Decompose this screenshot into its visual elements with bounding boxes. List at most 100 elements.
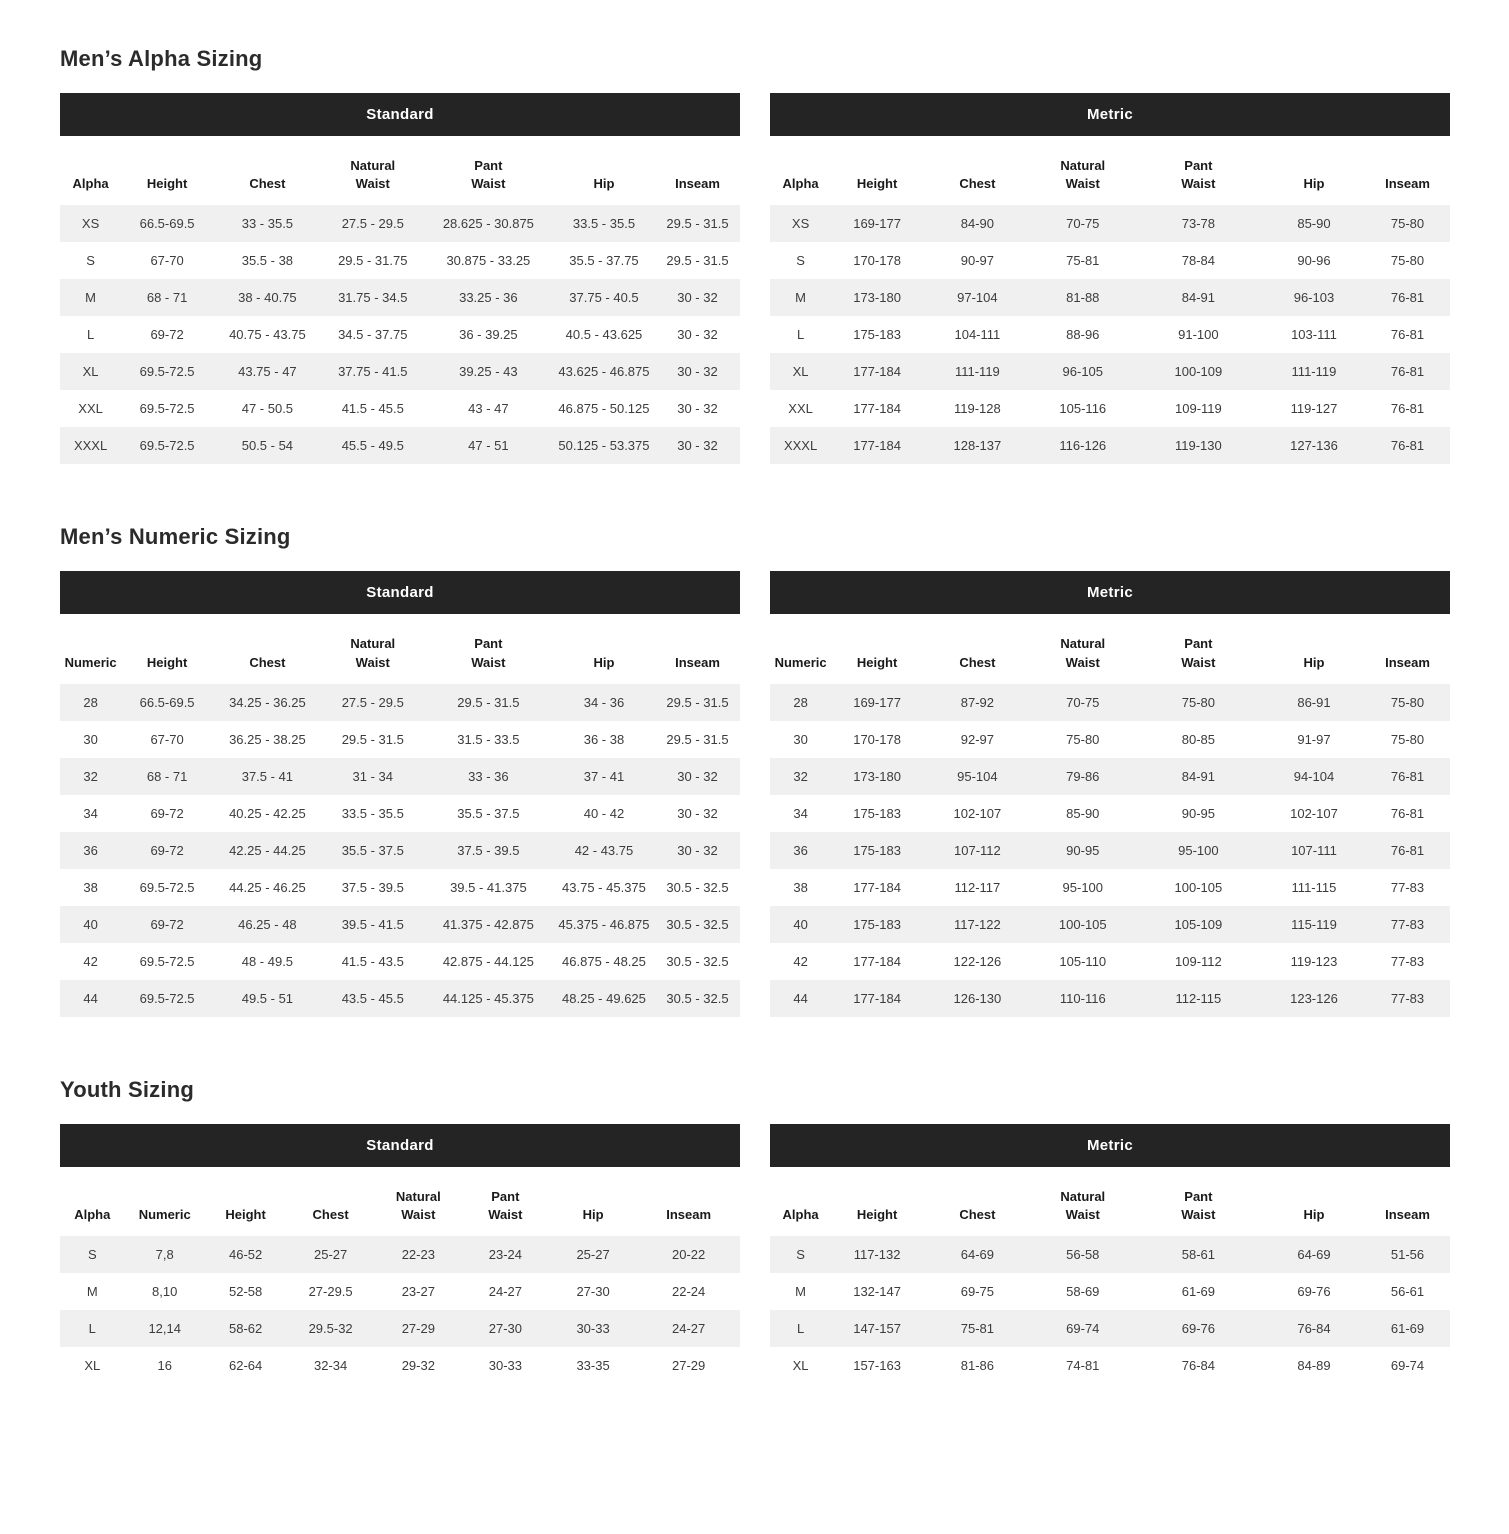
table-cell: S xyxy=(86,253,95,269)
mens-alpha-metric-block: Metric Alpha Height Chest Natural Waist Pant… xyxy=(770,93,1450,465)
table-cell: 46.875 - 48.25 xyxy=(562,953,646,969)
table-row: 38 177-184 112-117 95-100 100-105 111-115 77-8… xyxy=(770,868,1450,906)
table-cell: 132-147 xyxy=(853,1284,901,1300)
table-cell: 29.5 - 31.75 xyxy=(338,253,408,269)
table-cell: 90-95 xyxy=(1066,842,1100,858)
table-cell: 48 - 49.5 xyxy=(241,953,294,969)
column-header: Alpha xyxy=(782,1206,819,1222)
table-cell: 29.5 - 31.5 xyxy=(457,694,520,710)
table-cell: 169-177 xyxy=(853,694,901,710)
table-cell: 105-110 xyxy=(1059,953,1107,969)
table-cell: 64-69 xyxy=(1297,1247,1331,1263)
table-cell: 32 xyxy=(793,768,808,784)
table-row: M 132-147 69-75 58-69 61-69 69-76 56-61 xyxy=(770,1273,1450,1311)
unit-bar-label: Metric xyxy=(1087,1136,1133,1154)
table-cell: 42 - 43.75 xyxy=(574,842,634,858)
table-cell: 56-61 xyxy=(1390,1284,1425,1300)
table-row: 38 69.5-72.5 44.25 - 46.25 37.5 - 39.5 39.5 … xyxy=(60,868,740,906)
table-cell: 30-33 xyxy=(576,1321,610,1337)
table-cell: 23-24 xyxy=(488,1247,522,1263)
table-row: 34 175-183 102-107 85-90 90-95 102-107 76-81 xyxy=(770,794,1450,832)
table-cell: 27-29.5 xyxy=(308,1284,353,1300)
column-header: Inseam xyxy=(675,176,720,192)
column-header: Chest xyxy=(249,654,286,670)
table-cell: 68 - 71 xyxy=(146,290,188,306)
table-cell: 76-84 xyxy=(1181,1358,1215,1374)
table-row: 36 69-72 42.25 - 44.25 35.5 - 37.5 37.5 - 39… xyxy=(60,831,740,869)
table-cell: 69-72 xyxy=(150,327,184,343)
table-row: 42 177-184 122-126 105-110 109-112 119-123 77-… xyxy=(770,942,1450,980)
table-cell: XL xyxy=(82,364,99,380)
table-cell: 41.5 - 43.5 xyxy=(341,953,404,969)
table-cell: 37.5 - 41 xyxy=(241,768,294,784)
table-cell: 75-80 xyxy=(1390,253,1425,269)
column-header: Natural Waist xyxy=(350,636,396,670)
unit-bar-label: Metric xyxy=(1087,584,1133,602)
table-row: S 7,8 46-52 25-27 22-23 23-24 25-27 20-22 xyxy=(60,1236,740,1274)
table-row: M 8,10 52-58 27-29.5 23-27 24-27 27-30 22-24 xyxy=(60,1273,740,1311)
table-cell: 41.5 - 45.5 xyxy=(341,401,404,417)
table-cell: 76-81 xyxy=(1390,401,1425,417)
table-cell: 43.75 - 45.375 xyxy=(562,879,646,895)
table-cell: 76-81 xyxy=(1390,805,1425,821)
table-cell: 34 xyxy=(83,805,98,821)
table-cell: XXXL xyxy=(73,438,108,454)
column-header: Alpha xyxy=(74,1206,111,1222)
table-cell: 33.25 - 36 xyxy=(459,290,518,306)
table-cell: 69-76 xyxy=(1297,1284,1331,1300)
standard-unit-bar: Standard xyxy=(60,93,740,136)
column-header: Inseam xyxy=(1385,1206,1430,1222)
table-cell: 91-100 xyxy=(1178,327,1219,343)
table-cell: 69.5-72.5 xyxy=(139,401,195,417)
table-cell: 80-85 xyxy=(1181,731,1215,747)
column-header: Hip xyxy=(593,654,615,670)
table-cell: 88-96 xyxy=(1066,327,1100,343)
table-cell: 66.5-69.5 xyxy=(139,694,195,710)
table-cell: 86-91 xyxy=(1297,694,1331,710)
table-cell: 62-64 xyxy=(229,1358,263,1374)
table-cell: 90-97 xyxy=(960,253,994,269)
table-cell: 36 xyxy=(793,842,808,858)
table-row: L 12,14 58-62 29.5-32 27-29 27-30 30-33 24-27 xyxy=(60,1310,740,1348)
table-cell: 34.25 - 36.25 xyxy=(229,694,306,710)
table-cell: 75-80 xyxy=(1181,694,1215,710)
table-cell: 34 xyxy=(793,805,808,821)
table-row: 30 170-178 92-97 75-80 80-85 91-97 75-80 xyxy=(770,720,1450,758)
table-cell: 24-27 xyxy=(488,1284,522,1300)
table-header-row: Numeric Height Chest Natural Waist Pant Wais… xyxy=(60,627,740,683)
column-header: Chest xyxy=(959,1206,996,1222)
table-cell: 175-183 xyxy=(853,842,901,858)
table-cell: 42.25 - 44.25 xyxy=(229,842,306,858)
section-title: Men’s Numeric Sizing xyxy=(60,524,291,550)
table-cell: 61-69 xyxy=(1390,1321,1425,1337)
table-cell: 69-76 xyxy=(1181,1321,1215,1337)
table-cell: 75-81 xyxy=(1066,253,1100,269)
table-cell: 85-90 xyxy=(1297,216,1331,232)
table-cell: 40.5 - 43.625 xyxy=(565,327,643,343)
table-cell: 177-184 xyxy=(853,364,901,380)
table-cell: 30.5 - 32.5 xyxy=(666,990,729,1006)
table-cell: 84-91 xyxy=(1181,768,1215,784)
mens-numeric-tables-row: Standard Numeric Height Chest Natural Waist… xyxy=(60,571,1450,1017)
table-cell: 69.5-72.5 xyxy=(139,438,195,454)
table-cell: 22-23 xyxy=(401,1247,435,1263)
table-cell: 77-83 xyxy=(1390,990,1425,1006)
table-row: L 69-72 40.75 - 43.75 34.5 - 37.75 36 - 39.2… xyxy=(60,316,740,354)
table-row: L 175-183 104-111 88-96 91-100 103-111 76-81 xyxy=(770,316,1450,354)
table-cell: 119-130 xyxy=(1175,438,1222,454)
table-cell: 69.5-72.5 xyxy=(139,364,195,380)
table-cell: 30 xyxy=(793,731,808,747)
table-cell: XL xyxy=(84,1358,101,1374)
table-cell: 69-72 xyxy=(150,842,184,858)
table-cell: 40.25 - 42.25 xyxy=(229,805,306,821)
youth-standard-table: Alpha Numeric Height Chest Natural Waist Pant… xyxy=(60,1180,740,1385)
table-cell: 76-81 xyxy=(1390,768,1425,784)
table-cell: 64-69 xyxy=(960,1247,994,1263)
table-cell: 29.5 - 31.5 xyxy=(666,253,729,269)
table-cell: 76-81 xyxy=(1390,842,1425,858)
table-cell: 119-127 xyxy=(1290,401,1338,417)
table-cell: 16 xyxy=(157,1358,172,1374)
column-header: Height xyxy=(856,1206,898,1222)
table-cell: 40.75 - 43.75 xyxy=(229,327,306,343)
table-cell: 36 - 39.25 xyxy=(459,327,518,343)
